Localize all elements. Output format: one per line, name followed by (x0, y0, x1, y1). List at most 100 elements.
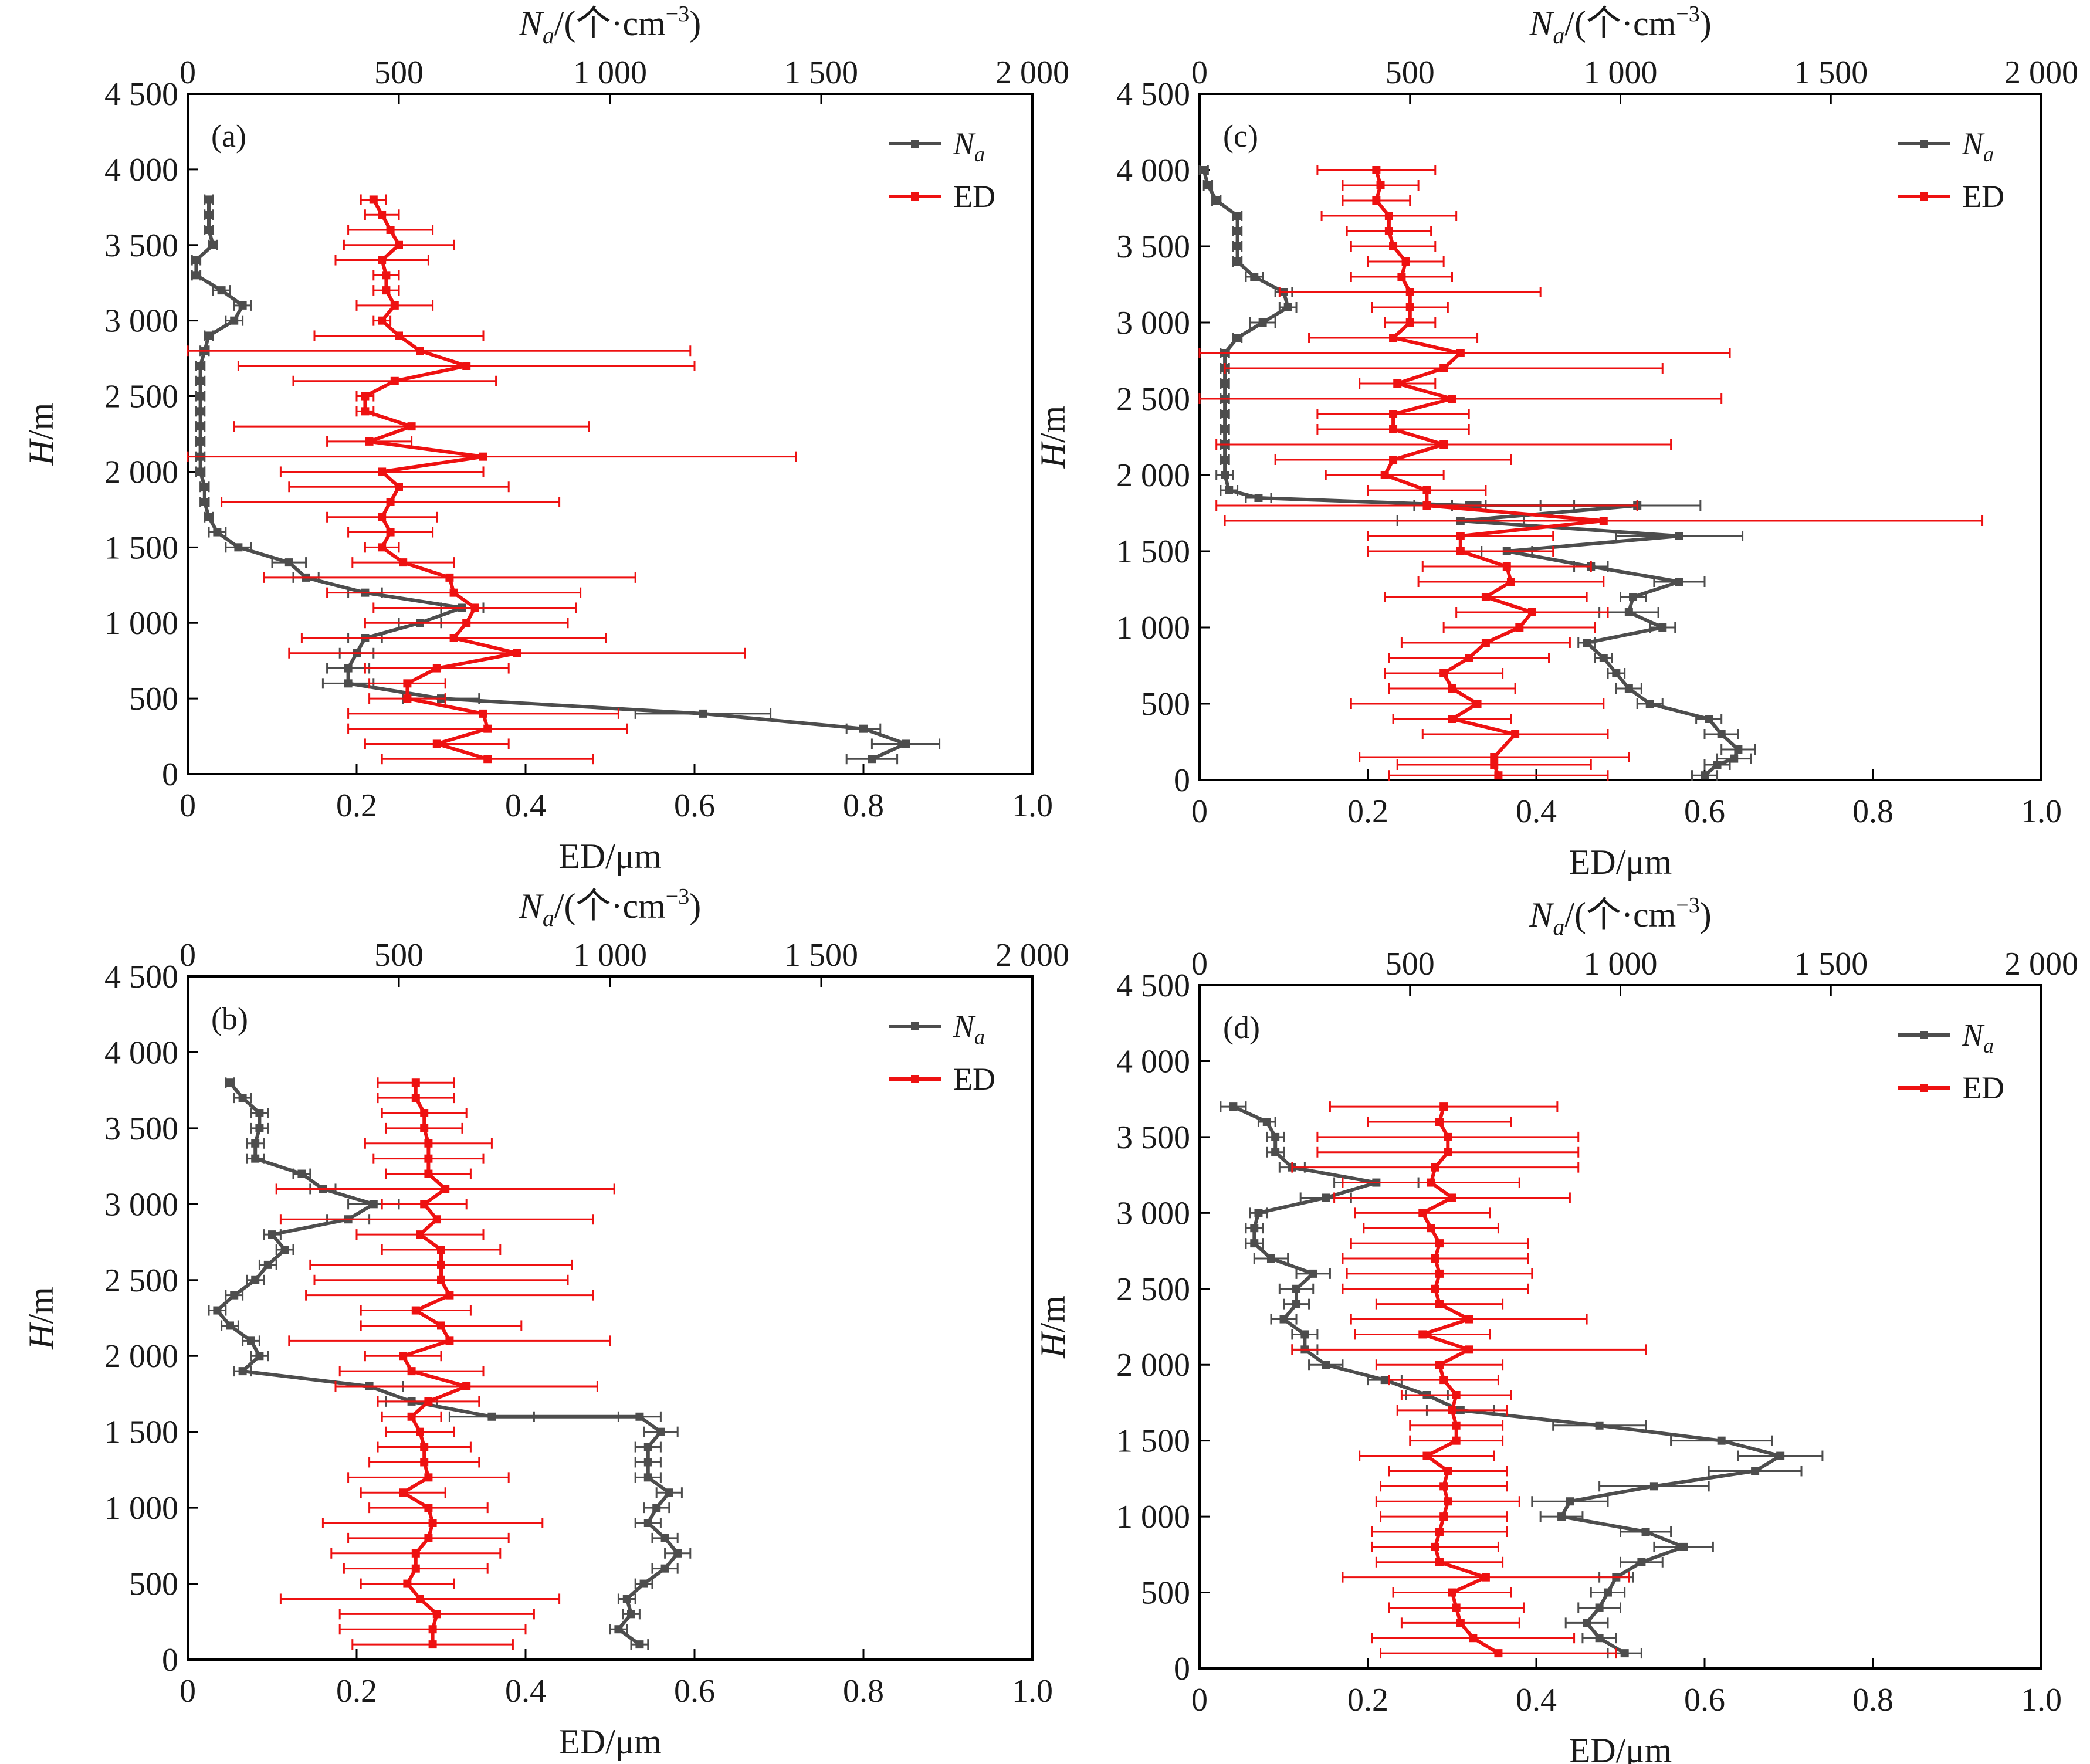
left-tick-label: 4 500 (1116, 76, 1190, 113)
data-point (196, 467, 205, 476)
data-point (378, 211, 387, 219)
legend-ed-marker (911, 1075, 919, 1083)
data-point (399, 558, 408, 567)
data-point (1448, 395, 1456, 403)
data-point (673, 1549, 682, 1558)
data-point (196, 407, 205, 416)
data-point (365, 437, 374, 446)
panel-label: (c) (1223, 118, 1258, 154)
x-axis-title-main: ED (558, 837, 605, 876)
data-point (1380, 471, 1389, 479)
panel-label: (d) (1223, 1010, 1260, 1045)
left-tick-label: 3 500 (104, 1111, 178, 1147)
data-point (192, 256, 201, 264)
data-point (424, 1154, 433, 1163)
series-ed (1291, 1101, 1647, 1659)
series-na (191, 194, 941, 765)
data-point (378, 543, 387, 552)
top-axis-title-sub: a (543, 905, 554, 931)
data-point (1225, 486, 1234, 494)
data-point (205, 211, 213, 219)
legend-na-sub: a (974, 1025, 985, 1049)
bottom-tick-label: 0 (179, 1673, 196, 1709)
data-point (238, 1094, 247, 1102)
data-point (513, 649, 521, 657)
data-point (255, 1124, 264, 1132)
data-point (1751, 1467, 1760, 1475)
data-point (230, 316, 239, 325)
data-point (428, 1640, 437, 1649)
y-axis-title-main: H (22, 1322, 60, 1350)
left-tick-label: 3 500 (1116, 1120, 1190, 1156)
data-point (344, 679, 353, 688)
legend-ed-label: ED (953, 179, 995, 214)
data-point (428, 1519, 437, 1527)
top-axis-title: Na/(个·cm−3) (1529, 893, 1711, 940)
data-point (432, 1215, 441, 1224)
data-point (1603, 1588, 1612, 1597)
data-point (859, 724, 868, 733)
data-point (1527, 608, 1536, 616)
top-tick-label: 0 (179, 937, 196, 973)
data-point (1658, 623, 1667, 632)
data-point (437, 1321, 445, 1330)
data-point (213, 1306, 222, 1315)
data-point (1705, 715, 1713, 723)
data-point (1397, 273, 1406, 281)
data-point (378, 316, 387, 325)
bottom-tick-label: 1.0 (1012, 1673, 1053, 1709)
top-axis-title-sup: −3 (666, 884, 689, 909)
data-point (251, 1154, 260, 1163)
data-point (403, 694, 412, 703)
data-point (1300, 1330, 1309, 1339)
data-point (437, 1275, 445, 1284)
data-point (407, 1412, 416, 1421)
bottom-tick-label: 0.6 (674, 788, 715, 824)
data-point (238, 1367, 247, 1376)
data-point (1389, 425, 1398, 433)
data-point (627, 1610, 635, 1619)
data-point (1372, 166, 1381, 174)
data-point (213, 528, 222, 537)
data-point (1481, 593, 1490, 601)
data-point (1221, 471, 1229, 479)
left-tick-label: 4 000 (1116, 152, 1190, 189)
data-point (196, 392, 205, 401)
legend-na-main: N (953, 1009, 976, 1044)
left-tick-label: 3 500 (104, 228, 178, 264)
data-point (1322, 1193, 1330, 1202)
bottom-tick-label: 0.4 (1516, 793, 1557, 830)
data-point (416, 1230, 424, 1239)
data-point (407, 1367, 416, 1376)
left-tick-label: 1 000 (1116, 610, 1190, 646)
legend-na-marker (1920, 1031, 1928, 1039)
data-point (441, 1185, 450, 1193)
top-axis-title-sub: a (1553, 914, 1564, 940)
data-point (1439, 364, 1448, 372)
top-axis-title-close: ) (689, 887, 701, 925)
data-point (432, 664, 441, 673)
data-point (1418, 1209, 1427, 1217)
x-axis-title-main: ED (1569, 843, 1616, 881)
data-point (1258, 318, 1267, 327)
data-point (1595, 1634, 1604, 1643)
data-point (656, 1427, 665, 1436)
bottom-tick-label: 0.8 (843, 788, 884, 824)
data-point (1266, 1254, 1275, 1263)
data-point (369, 195, 378, 204)
chart-panel-c: 0 0.2 0.4 0.6 0.8 1.0 0 500 1 000 1 500 2 000 0 500 1… (1034, 2, 2078, 881)
data-point (1250, 1239, 1259, 1248)
data-point (1233, 257, 1242, 266)
data-point (483, 724, 492, 733)
top-tick-label: 500 (1386, 55, 1435, 91)
data-point (1212, 196, 1221, 205)
bottom-tick-label: 0.2 (1347, 793, 1388, 830)
data-point (1435, 1239, 1444, 1248)
data-point (1435, 1118, 1444, 1126)
data-point (424, 1169, 433, 1178)
data-point (344, 664, 353, 673)
data-point (1439, 1102, 1448, 1111)
left-tick-label: 0 (1174, 762, 1190, 799)
data-point (407, 422, 416, 431)
data-point (1435, 1528, 1444, 1536)
